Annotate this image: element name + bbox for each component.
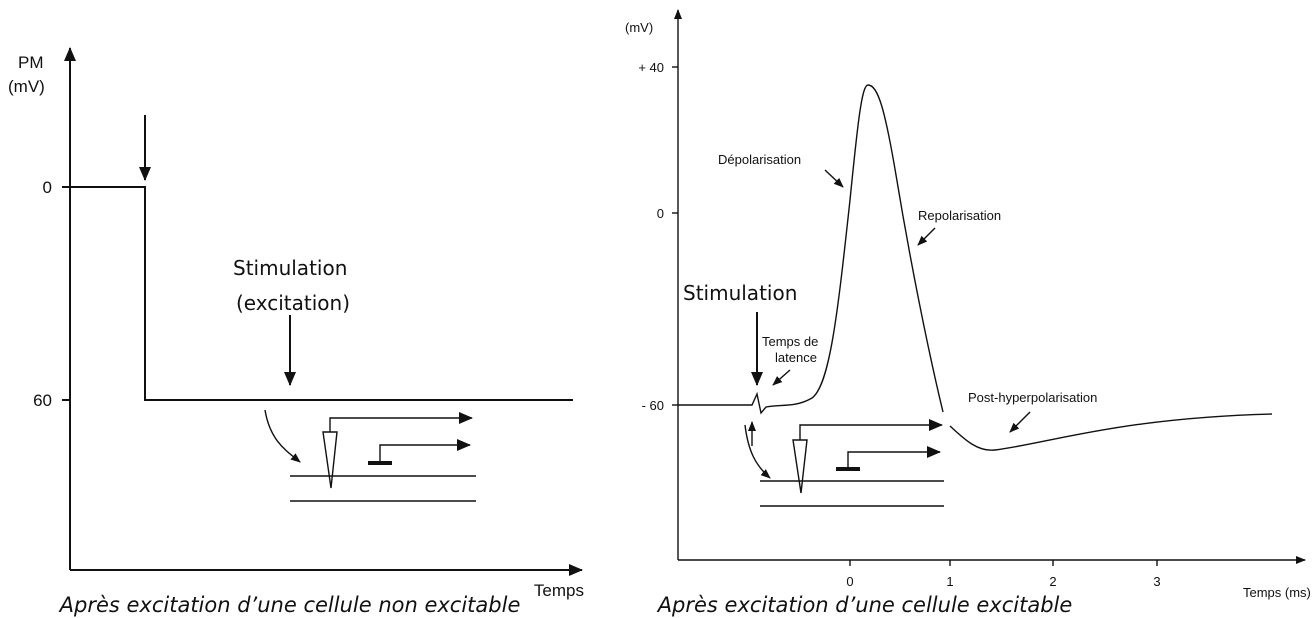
tick-label: 2 [1049, 574, 1056, 589]
arrow [917, 227, 936, 246]
x-label: Temps (ms) [1243, 585, 1311, 600]
arrow [772, 369, 791, 386]
left-diagram: PM (mV) 0 60 Temps Stimulation (excitati… [8, 47, 584, 617]
annotation: (excitation) [236, 291, 350, 315]
tick-label: 1 [946, 574, 953, 589]
x-label: Temps [534, 581, 584, 600]
electrode-setup [744, 419, 944, 507]
action-potential-tail [949, 413, 1273, 451]
y-label: (mV) [8, 77, 45, 96]
tick-label: 0 [43, 178, 52, 197]
caption: Après excitation d’une cellule non excit… [58, 593, 521, 617]
annotation: Post-hyperpolarisation [968, 390, 1097, 405]
right-diagram: (mV) + 40 0 - 60 0 1 2 3 Temps (ms) Dépo… [625, 9, 1311, 617]
y-label: PM [18, 53, 44, 72]
potential-trace [70, 186, 573, 401]
annotation: Temps de [762, 334, 818, 349]
y-label: (mV) [625, 20, 653, 35]
action-potential [678, 84, 944, 415]
tick-label: + 40 [638, 60, 664, 75]
arrow [1009, 411, 1031, 433]
tick-label: 3 [1153, 574, 1160, 589]
tick-label: 0 [846, 574, 853, 589]
ticks [672, 66, 1158, 566]
annotation: Stimulation [683, 281, 797, 305]
arrow [824, 169, 844, 188]
tick-label: - 60 [642, 398, 664, 413]
tick-label: 60 [33, 391, 52, 410]
electrode-setup [264, 409, 476, 502]
annotation: Stimulation [233, 256, 347, 280]
annotation: Dépolarisation [718, 152, 801, 167]
annotation: latence [775, 350, 817, 365]
tick-label: 0 [657, 206, 664, 221]
annotation: Repolarisation [918, 208, 1001, 223]
caption: Après excitation d’une cellule excitable [656, 593, 1073, 617]
